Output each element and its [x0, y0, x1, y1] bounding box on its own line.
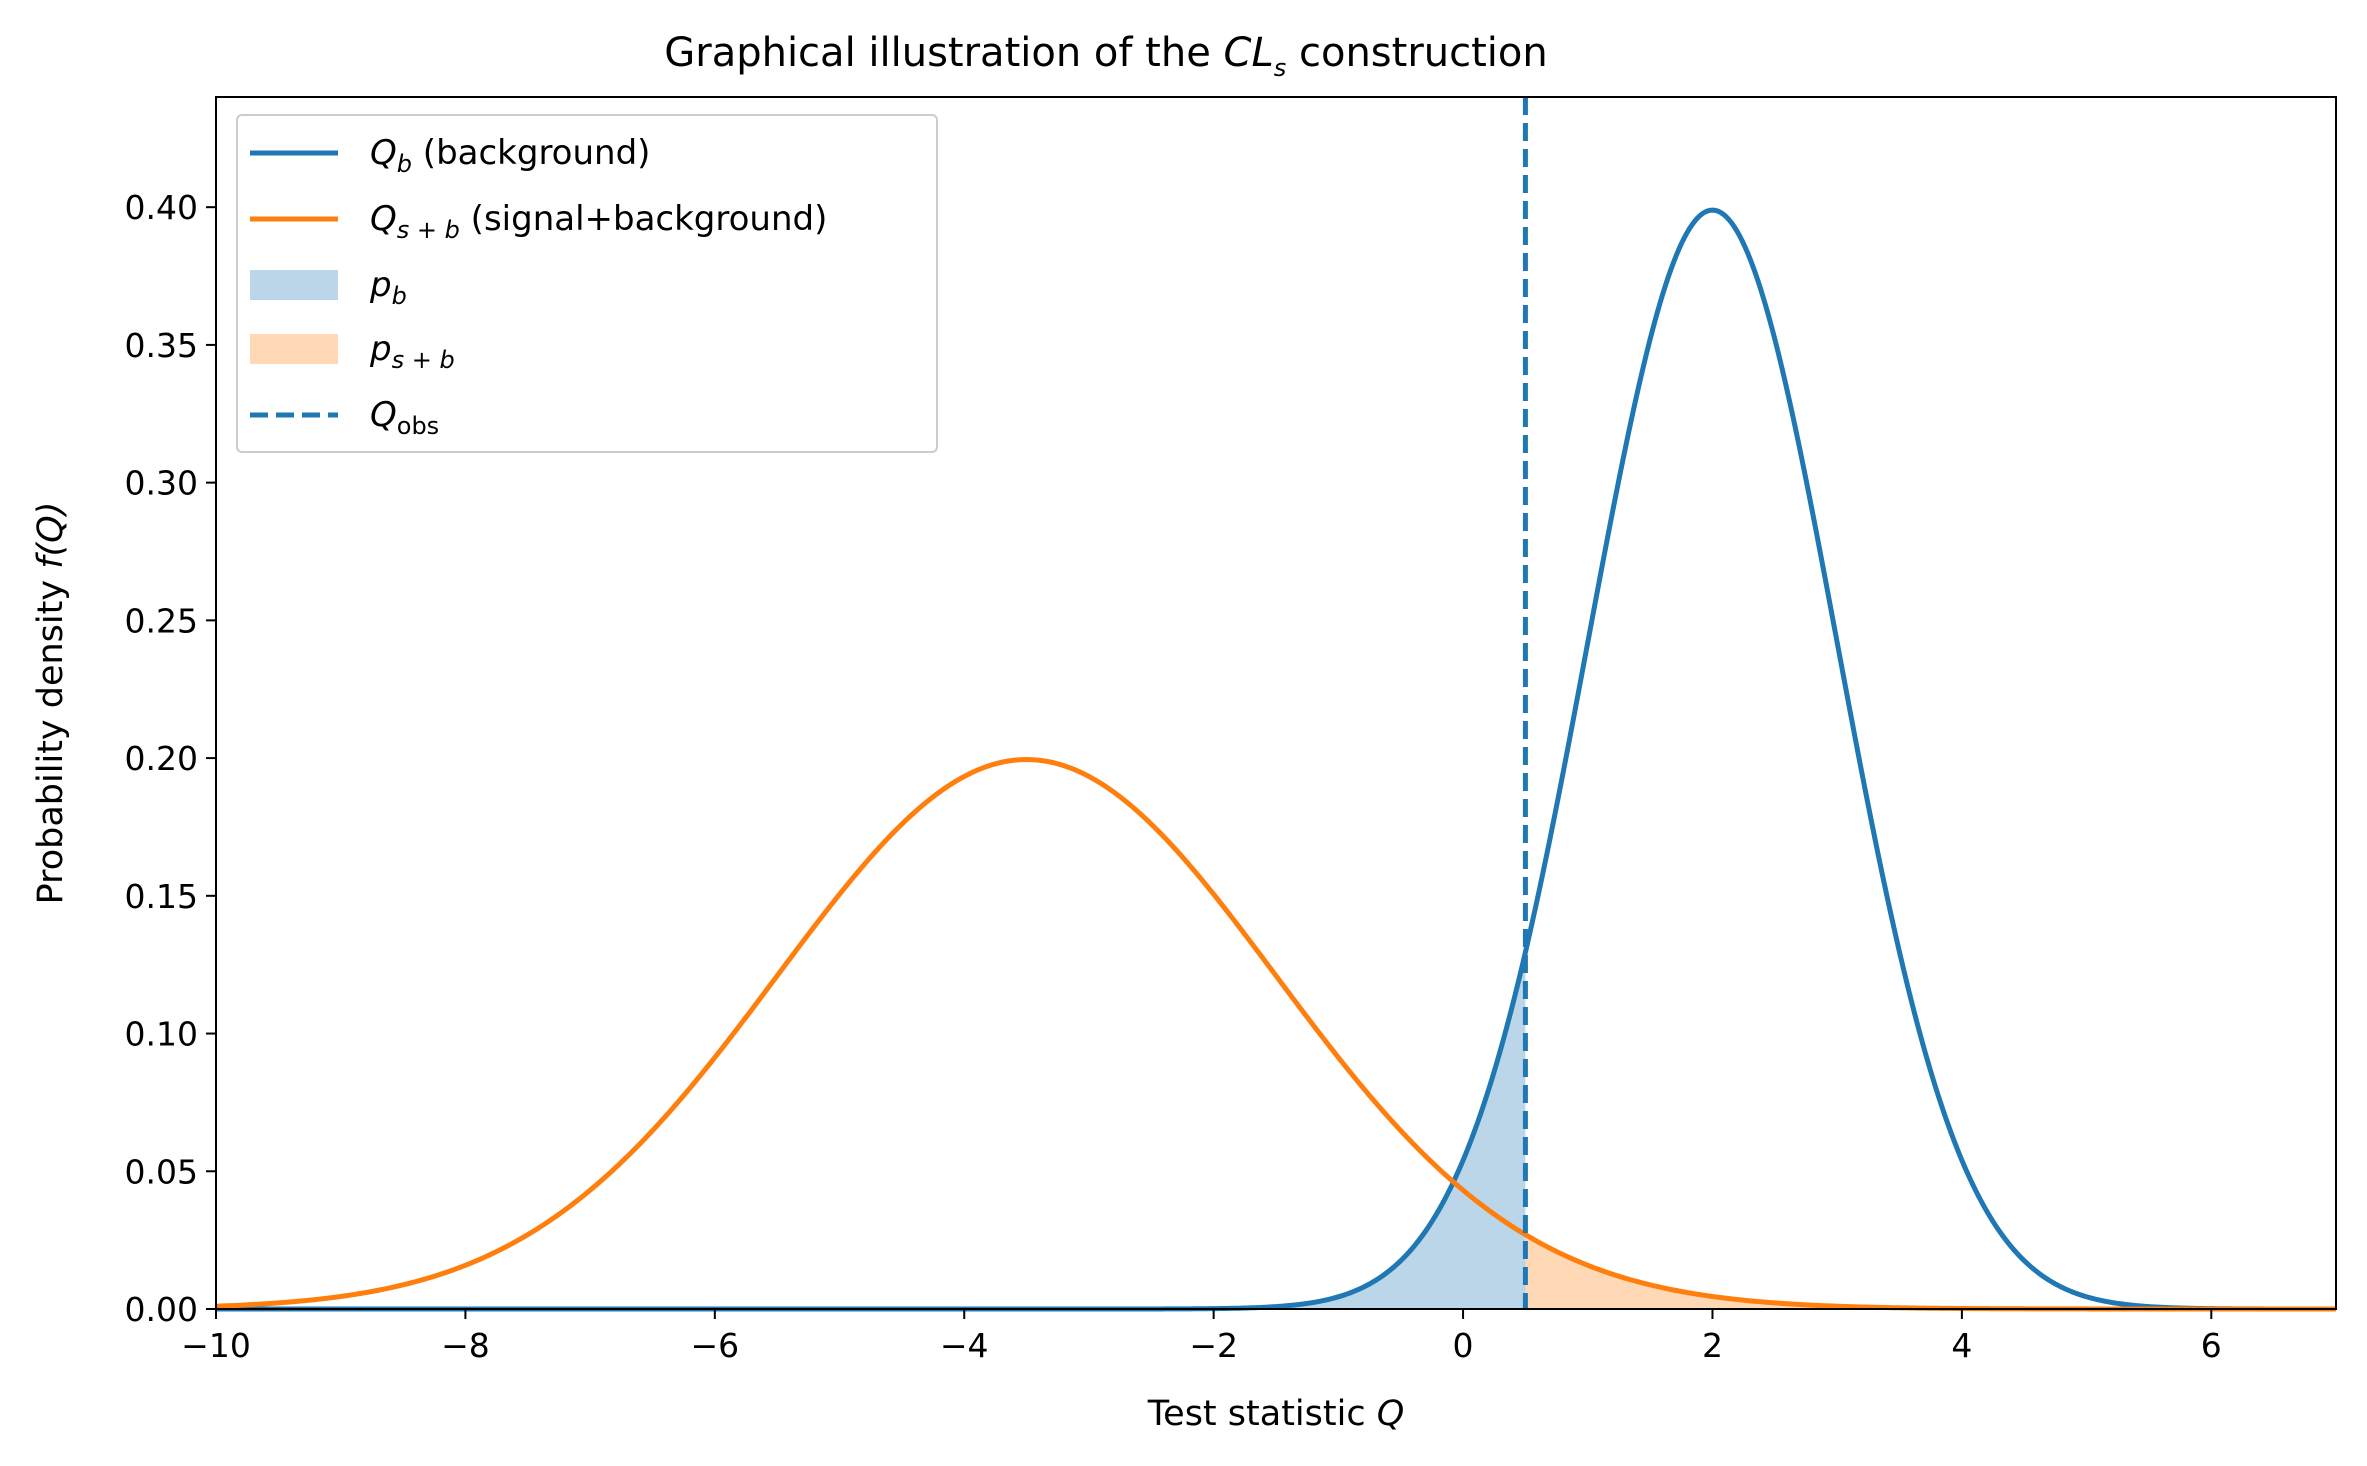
y-tick-label: 0.05 [125, 1152, 198, 1191]
legend-swatch-psb [250, 334, 338, 364]
fill-area-0 [216, 952, 1526, 1309]
y-tick-label: 0.30 [125, 464, 198, 503]
y-axis-title: Probability density f(Q) [31, 502, 71, 905]
fills-layer [216, 952, 2336, 1309]
x-axis: −10 −8 −6 −4 −2 0 2 4 6 [181, 1309, 2222, 1365]
x-tick-label: −6 [690, 1326, 739, 1365]
y-axis: 0.00 0.05 0.10 0.15 0.20 0.25 0.30 0.35 0.40 [125, 188, 216, 1329]
series-line-1 [215, 757, 2336, 1312]
chart-title: Graphical illustration of the CLs constr… [664, 30, 1547, 82]
legend-swatch-pb [250, 270, 338, 300]
legend-label-psb: ps + b [369, 329, 455, 374]
y-tick-label: 0.10 [125, 1015, 198, 1054]
legend-label-qsb: Qs + b (signal+background) [370, 199, 827, 244]
x-tick-label: 6 [2201, 1326, 2222, 1365]
x-tick-label: 2 [1702, 1326, 1723, 1365]
y-tick-label: 0.15 [125, 877, 198, 916]
x-tick-label: 0 [1453, 1326, 1474, 1365]
legend-label-qb: Qb (background) [370, 133, 650, 178]
x-tick-label: −4 [940, 1326, 989, 1365]
plot-frame [215, 96, 2337, 1310]
x-axis-title: Test statistic Q [1147, 1394, 1405, 1434]
x-tick-label: −8 [441, 1326, 490, 1365]
y-tick-label: 0.25 [125, 601, 198, 640]
y-tick-label: 0.35 [125, 326, 198, 365]
legend-label-qobs: Qobs [370, 395, 439, 440]
y-tick-label: 0.00 [125, 1290, 198, 1329]
y-tick-label: 0.20 [125, 739, 198, 778]
legend-label-pb: pb [369, 265, 407, 310]
x-tick-label: −2 [1189, 1326, 1238, 1365]
fill-area-1 [1525, 1234, 2336, 1309]
x-tick-label: 4 [1951, 1326, 1972, 1365]
x-tick-label: −10 [181, 1326, 251, 1365]
legend: Qb (background) Qs + b (signal+backgroun… [236, 114, 938, 453]
y-tick-label: 0.40 [125, 188, 198, 227]
legend-box [236, 114, 938, 453]
